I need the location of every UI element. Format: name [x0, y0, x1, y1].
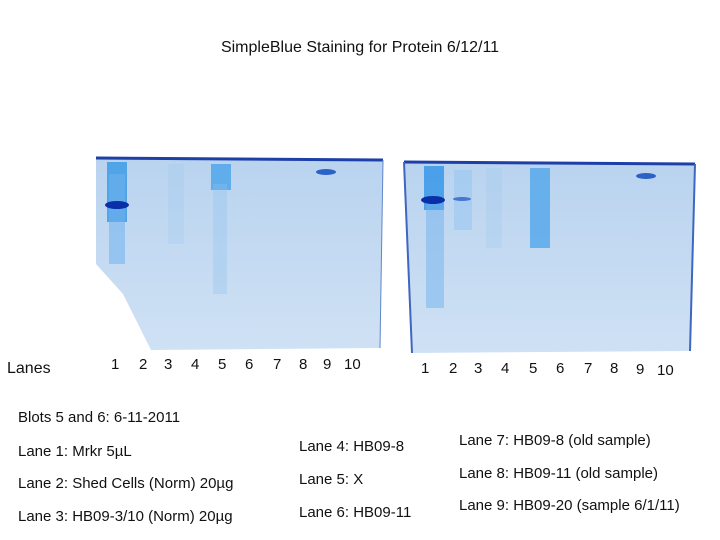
note-blots-date: Blots 5 and 6: 6-11-2011	[18, 409, 181, 426]
note-lane-3: Lane 3: HB09-3/10 (Norm) 20µg	[18, 508, 233, 525]
lane-number: 9	[636, 361, 645, 378]
lane-number: 3	[474, 360, 483, 377]
lane-number: 7	[273, 356, 282, 373]
lane-number: 4	[191, 356, 200, 373]
lane-number: 9	[323, 356, 332, 373]
note-lane-1: Lane 1: Mrkr 5µL	[18, 443, 132, 460]
note-lane-2: Lane 2: Shed Cells (Norm) 20µg	[18, 475, 234, 492]
lane-number: 2	[139, 356, 148, 373]
note-lane-5: Lane 5: X	[299, 471, 364, 488]
lane-number: 3	[164, 356, 173, 373]
lane-number: 7	[584, 360, 593, 377]
gel-image-right	[400, 158, 698, 354]
note-lane-8: Lane 8: HB09-11 (old sample)	[459, 465, 658, 482]
gel-image-left	[93, 154, 385, 350]
lane-number: 4	[501, 360, 510, 377]
lane-number: 1	[111, 356, 120, 373]
lane-number: 6	[556, 360, 565, 377]
lane-number: 5	[529, 360, 538, 377]
note-lane-9: Lane 9: HB09-20 (sample 6/1/11)	[459, 497, 680, 514]
lane-number: 5	[218, 356, 227, 373]
lane-number: 1	[421, 360, 430, 377]
lane-number: 2	[449, 360, 458, 377]
note-lane-7: Lane 7: HB09-8 (old sample)	[459, 432, 651, 449]
lanes-label: Lanes	[7, 360, 51, 377]
note-lane-4: Lane 4: HB09-8	[299, 438, 405, 455]
lane-number: 8	[610, 360, 619, 377]
lane-number: 8	[299, 356, 308, 373]
page-title: SimpleBlue Staining for Protein 6/12/11	[220, 39, 500, 56]
lane-number: 10	[344, 356, 361, 373]
lane-number: 10	[657, 362, 674, 379]
note-lane-6: Lane 6: HB09-11	[299, 504, 412, 521]
lane-number: 6	[245, 356, 254, 373]
